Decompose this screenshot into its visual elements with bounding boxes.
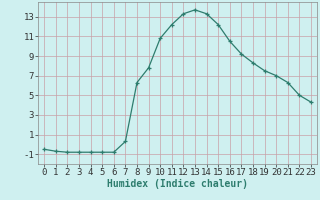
X-axis label: Humidex (Indice chaleur): Humidex (Indice chaleur) [107, 179, 248, 189]
